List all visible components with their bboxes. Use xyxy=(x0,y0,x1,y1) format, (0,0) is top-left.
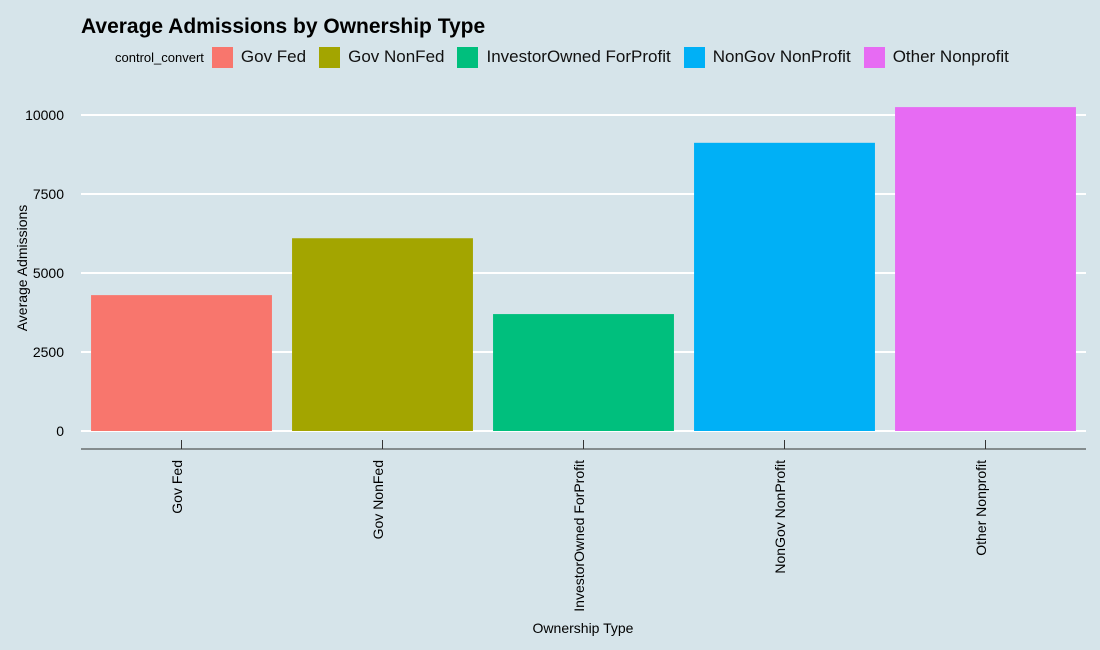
y-axis-title: Average Admissions xyxy=(14,205,30,332)
bars xyxy=(91,107,1076,432)
y-tick-label: 10000 xyxy=(25,107,64,123)
y-tick-label: 5000 xyxy=(33,265,64,281)
legend-item: NonGov NonProfit xyxy=(683,46,851,68)
x-tick-label: Gov Fed xyxy=(169,460,185,514)
bar xyxy=(91,295,272,431)
bar xyxy=(895,107,1076,431)
legend-key xyxy=(457,46,479,68)
x-tick-label: Other Nonprofit xyxy=(973,460,989,556)
bar xyxy=(292,238,473,431)
x-tick-label: InvestorOwned ForProfit xyxy=(571,460,587,612)
chart-title: Average Admissions by Ownership Type xyxy=(81,15,486,38)
x-tick-label: Gov NonFed xyxy=(370,460,386,539)
bar xyxy=(493,314,674,431)
legend-label: Gov Fed xyxy=(240,47,307,66)
y-tick-label: 0 xyxy=(56,423,64,439)
axes: 0 2500 5000 7500 10000 Gov Fed Gov NonFed Inves… xyxy=(14,107,1086,636)
legend-item: Other Nonprofit xyxy=(863,46,1009,68)
legend-key xyxy=(683,46,705,68)
legend-key xyxy=(211,46,233,68)
legend-label: InvestorOwned ForProfit xyxy=(486,47,671,66)
legend-label: NonGov NonProfit xyxy=(712,47,851,66)
legend-title: control_convert xyxy=(115,49,204,65)
legend-key xyxy=(863,46,885,68)
y-tick-label: 7500 xyxy=(33,186,64,202)
bar xyxy=(694,142,875,432)
legend-label: Other Nonprofit xyxy=(892,47,1009,66)
legend: control_convert Gov Fed Gov NonFed Investo… xyxy=(115,43,1022,71)
y-tick-label: 2500 xyxy=(33,344,64,360)
legend-label: Gov NonFed xyxy=(348,47,445,66)
legend-item: Gov Fed xyxy=(211,46,307,68)
x-tick-label: NonGov NonProfit xyxy=(772,460,788,574)
legend-item: Gov NonFed xyxy=(319,46,445,68)
legend-item: InvestorOwned ForProfit xyxy=(457,46,671,68)
x-axis-title: Ownership Type xyxy=(533,620,634,636)
legend-key xyxy=(319,46,341,68)
